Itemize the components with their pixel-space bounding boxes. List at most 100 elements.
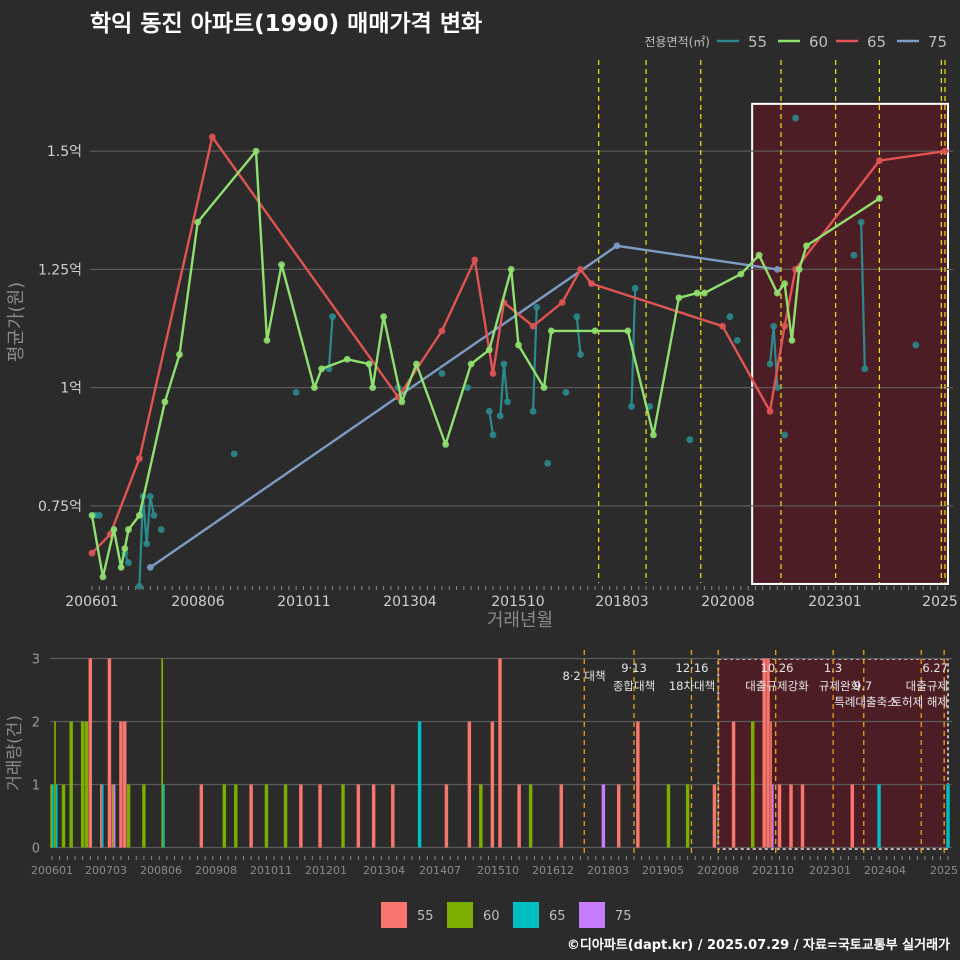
x-tick-label-volume: 200703 [85, 864, 127, 877]
x-tick-label: 202301 [808, 594, 861, 610]
data-point-75 [613, 242, 621, 250]
data-point-55 [912, 341, 920, 349]
volume-bar-55 [299, 784, 303, 848]
volume-bar-55 [766, 658, 770, 848]
x-tick-label-volume: 201201 [305, 864, 347, 877]
volume-bar-65 [163, 784, 165, 848]
data-point-55 [544, 459, 552, 467]
y-tick-label-volume: 2 [32, 716, 40, 731]
x-tick-label: 200601 [65, 594, 118, 610]
volume-bar-60 [234, 784, 238, 848]
policy-label: 대출규제 [906, 679, 948, 693]
series-line-segment-55 [488, 411, 495, 436]
data-point-55 [792, 114, 799, 122]
volume-bar-55 [800, 784, 805, 848]
x-tick-label-volume: 200908 [195, 864, 237, 877]
y-tick-label: 0.75억 [38, 499, 82, 515]
data-point-60 [117, 563, 125, 571]
data-point-55 [485, 407, 493, 415]
data-point-60 [110, 526, 118, 533]
volume-bar-55 [356, 784, 361, 848]
data-point-60 [540, 384, 548, 392]
x-tick-label: 2025 [922, 594, 958, 610]
data-point-60 [398, 398, 406, 406]
volume-bar-55 [444, 784, 449, 848]
policy-label: 1.3 [824, 661, 842, 675]
volume-bar-65 [946, 784, 950, 848]
data-point-55 [292, 388, 300, 396]
volume-bar-55 [517, 784, 521, 848]
data-point-60 [781, 280, 789, 287]
x-tick-label-volume: 201905 [642, 864, 684, 877]
data-point-55 [157, 526, 165, 533]
series-line-segment-55 [327, 316, 334, 369]
y-tick-label-volume: 0 [32, 842, 40, 857]
volume-bar-60 [283, 784, 288, 848]
volume-bar-55 [850, 784, 854, 848]
data-point-55 [143, 540, 151, 548]
data-point-60 [875, 195, 883, 202]
volume-bar-60 [112, 784, 115, 848]
data-point-60 [99, 573, 107, 581]
volume-bar-60 [161, 658, 164, 848]
volume-bar-55 [199, 784, 204, 848]
data-point-55 [496, 412, 504, 420]
series-line-segment-55 [145, 496, 152, 544]
data-point-60 [121, 545, 129, 552]
data-point-55 [135, 582, 143, 590]
data-point-60 [278, 261, 285, 269]
volume-bar-75 [113, 784, 116, 848]
volume-bar-60 [69, 721, 73, 848]
data-point-55 [146, 493, 154, 500]
series-line-segment-55 [860, 222, 866, 369]
data-point-55 [573, 313, 581, 321]
x-tick-label-volume: 201803 [587, 864, 629, 877]
data-point-65 [577, 266, 584, 273]
data-point-60 [318, 365, 326, 373]
volume-bar-55 [712, 784, 717, 848]
data-point-55 [500, 360, 508, 368]
x-tick-label-volume: 2025 [930, 864, 958, 877]
legend-label-65: 65 [867, 33, 886, 51]
x-tick-label: 201011 [277, 594, 330, 610]
legend-label-60: 60 [809, 33, 828, 51]
data-point-65 [471, 256, 479, 264]
data-point-65 [766, 407, 774, 415]
data-point-60 [135, 511, 143, 519]
data-point-65 [438, 327, 446, 335]
data-point-60 [310, 384, 318, 392]
policy-label: 10.26 [761, 661, 794, 675]
volume-bar-75 [601, 784, 606, 848]
legend-swatch-75 [579, 902, 605, 928]
series-line-75 [149, 244, 778, 569]
policy-label: 특례대출축소 [834, 695, 897, 709]
volume-bar-65 [877, 784, 881, 848]
volume-bar-55 [498, 658, 502, 848]
data-point-55 [464, 384, 471, 392]
data-point-65 [558, 299, 566, 306]
legend-label-volume-65: 65 [549, 909, 566, 924]
data-point-55 [861, 365, 869, 373]
data-point-60 [343, 355, 351, 363]
data-point-55 [329, 313, 336, 321]
data-point-65 [529, 322, 537, 330]
data-point-65 [719, 322, 727, 330]
data-point-65 [88, 549, 96, 557]
data-point-65 [489, 370, 497, 377]
data-point-55 [577, 351, 584, 358]
legend-swatch-55 [381, 902, 407, 928]
x-tick-label: 201304 [383, 594, 437, 610]
x-tick-label-volume: 201304 [363, 864, 405, 877]
series-line-segment-55 [630, 288, 637, 407]
volume-bar-55 [467, 721, 472, 848]
legend-title: 전용면적(㎡) [644, 35, 710, 49]
volume-bar-60 [222, 784, 227, 848]
data-point-65 [588, 280, 595, 287]
y-tick-label: 1.25억 [38, 262, 82, 278]
data-point-55 [766, 360, 774, 368]
data-point-75 [146, 563, 154, 571]
data-point-55 [125, 559, 132, 567]
volume-bar-55 [119, 721, 123, 848]
y-tick-label: 1.5억 [47, 144, 82, 160]
